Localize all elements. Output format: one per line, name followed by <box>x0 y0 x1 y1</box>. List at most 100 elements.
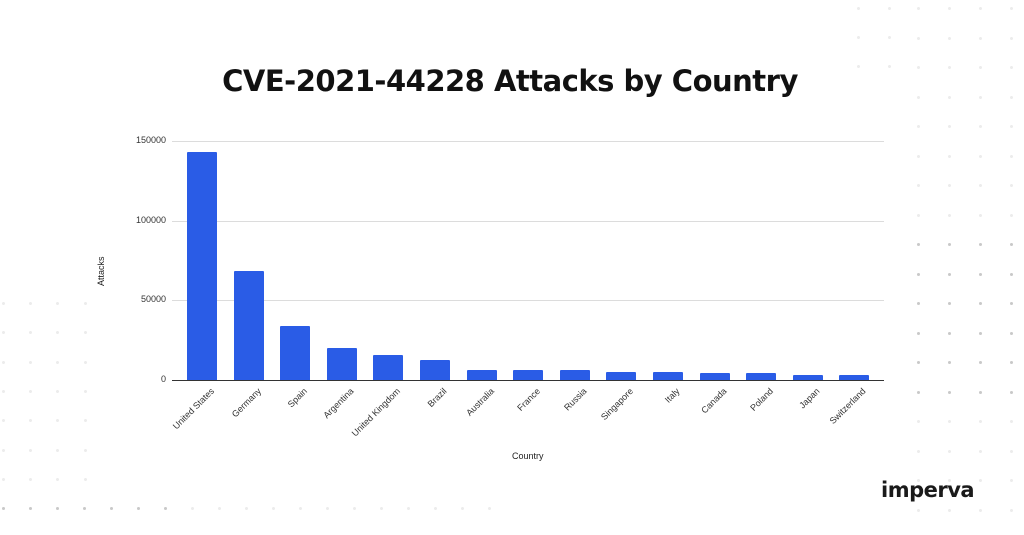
decorative-dot <box>29 477 32 481</box>
imperva-logo: imperva <box>881 478 975 502</box>
bar-france <box>513 370 543 380</box>
decorative-dot <box>84 477 87 481</box>
x-tick-label: Poland <box>748 386 776 413</box>
decorative-dot <box>917 214 920 217</box>
bar-united-states <box>187 152 217 380</box>
x-tick-label: Canada <box>699 386 729 416</box>
decorative-dot <box>948 125 951 128</box>
decorative-dot <box>56 419 59 423</box>
decorative-dot <box>326 507 329 510</box>
decorative-dot <box>1010 332 1013 335</box>
decorative-dot <box>917 155 920 158</box>
decorative-dot <box>917 302 920 305</box>
decorative-dot <box>245 507 248 510</box>
decorative-dot <box>1010 450 1013 453</box>
decorative-dot <box>948 479 951 482</box>
decorative-dot <box>948 184 951 187</box>
decorative-dot <box>1010 509 1013 512</box>
decorative-dot <box>1010 479 1013 482</box>
decorative-dot <box>29 331 32 335</box>
decorative-dot <box>948 66 951 69</box>
decorative-dot <box>1010 37 1013 40</box>
decorative-dot <box>56 507 59 510</box>
x-tick-label: Spain <box>285 386 310 410</box>
decorative-dot <box>917 37 920 40</box>
x-tick-label: Germany <box>229 386 264 420</box>
decorative-dot <box>917 332 920 335</box>
decorative-dot <box>917 243 920 246</box>
decorative-dot <box>191 507 194 510</box>
decorative-dot <box>407 507 410 510</box>
decorative-dot <box>461 507 464 510</box>
decorative-dot <box>1010 391 1013 394</box>
decorative-dot <box>1010 420 1013 423</box>
y-tick-label: 50000 <box>140 294 166 304</box>
gridline <box>172 141 884 142</box>
decorative-dot <box>29 507 32 510</box>
decorative-dot <box>29 360 32 364</box>
decorative-dot <box>2 448 5 452</box>
decorative-dot <box>979 509 982 512</box>
decorative-dot <box>84 331 87 335</box>
decorative-dot <box>948 7 951 10</box>
bar-argentina <box>327 348 357 380</box>
decorative-dot <box>56 360 59 364</box>
decorative-dot <box>917 509 920 512</box>
decorative-dot <box>2 419 5 423</box>
decorative-dot <box>917 96 920 99</box>
decorative-dot <box>948 155 951 158</box>
decorative-dot <box>979 450 982 453</box>
gridline <box>172 221 884 222</box>
decorative-dot <box>979 96 982 99</box>
decorative-dot <box>979 420 982 423</box>
decorative-dot <box>979 273 982 276</box>
y-tick-label: 150000 <box>135 135 166 145</box>
decorative-dot <box>218 507 221 510</box>
decorative-dot <box>917 450 920 453</box>
decorative-dot <box>1010 66 1013 69</box>
x-tick-label: United Kingdom <box>349 386 403 439</box>
decorative-dot <box>917 7 920 10</box>
x-tick-label: United States <box>170 386 217 432</box>
bar-spain <box>280 326 310 380</box>
bar-germany <box>234 271 264 380</box>
decorative-dot <box>979 184 982 187</box>
x-tick-label: Singapore <box>599 386 636 423</box>
bar-united-kingdom <box>373 355 403 380</box>
decorative-dot <box>299 507 302 510</box>
bar-australia <box>467 370 497 380</box>
decorative-dot <box>979 243 982 246</box>
decorative-dot <box>917 391 920 394</box>
decorative-dot <box>110 507 113 510</box>
decorative-dot <box>353 507 356 510</box>
decorative-dot <box>948 302 951 305</box>
gridline <box>172 300 884 301</box>
decorative-dot <box>84 448 87 452</box>
decorative-dot <box>1010 273 1013 276</box>
bar-canada <box>700 373 730 380</box>
decorative-dot <box>948 273 951 276</box>
decorative-dot <box>979 37 982 40</box>
x-axis-line <box>172 380 884 381</box>
y-tick-label: 100000 <box>135 215 166 225</box>
decorative-dot <box>948 509 951 512</box>
decorative-dot <box>917 420 920 423</box>
decorative-dot <box>857 7 860 10</box>
x-tick-label: Australia <box>464 386 497 418</box>
bar-japan <box>793 375 823 380</box>
bar-brazil <box>420 360 450 380</box>
decorative-dot <box>434 507 437 510</box>
decorative-dot <box>857 65 860 68</box>
decorative-dot <box>56 389 59 393</box>
decorative-dot <box>948 450 951 453</box>
decorative-dot <box>979 332 982 335</box>
decorative-dot <box>2 360 5 364</box>
decorative-dot <box>84 360 87 364</box>
decorative-dot <box>83 507 86 510</box>
decorative-dot <box>917 361 920 364</box>
decorative-dot <box>2 477 5 481</box>
decorative-dot <box>1010 7 1013 10</box>
x-tick-label: Brazil <box>425 386 449 409</box>
decorative-dot <box>272 507 275 510</box>
